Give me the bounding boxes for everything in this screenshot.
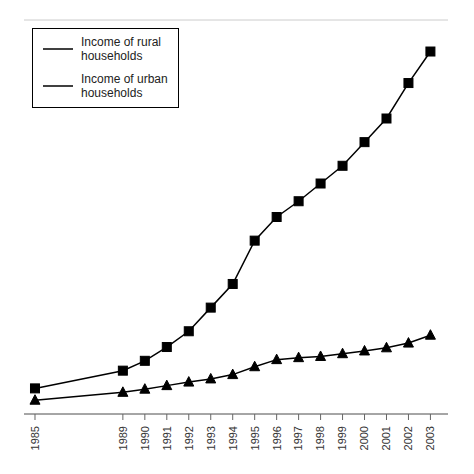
svg-text:1991: 1991 — [161, 426, 173, 450]
svg-text:1985: 1985 — [29, 426, 41, 450]
svg-text:2003: 2003 — [424, 426, 436, 450]
html-text:Income of urban households: Income of urban households — [81, 71, 168, 101]
svg-text:1996: 1996 — [270, 426, 282, 450]
svg-text:1998: 1998 — [314, 426, 326, 450]
svg-text:1993: 1993 — [205, 426, 217, 450]
svg-text:1999: 1999 — [336, 426, 348, 450]
svg-text:2000: 2000 — [358, 426, 370, 450]
svg-text:1997: 1997 — [292, 426, 304, 450]
svg-text:1995: 1995 — [249, 426, 261, 450]
svg-text:1990: 1990 — [139, 426, 151, 450]
svg-text:2001: 2001 — [380, 426, 392, 450]
svg-text:2002: 2002 — [402, 426, 414, 450]
svg-text:1989: 1989 — [117, 426, 129, 450]
svg-text:1994: 1994 — [227, 426, 239, 450]
html-text:Income of rural households: Income of rural households — [81, 35, 161, 64]
svg-text:1992: 1992 — [183, 426, 195, 450]
